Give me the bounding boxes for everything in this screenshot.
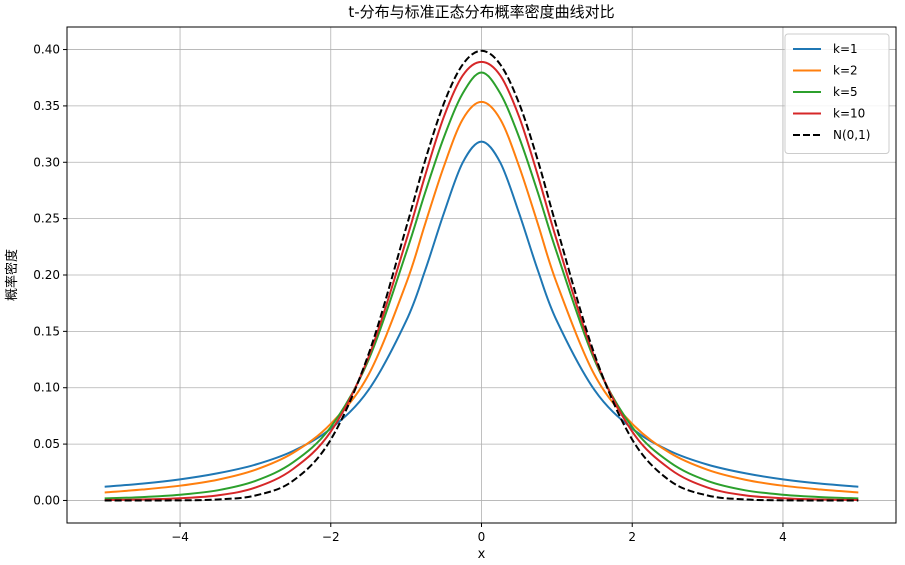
series-line-k-1 bbox=[104, 140, 859, 488]
grid bbox=[67, 27, 896, 523]
x-tick-label: 2 bbox=[628, 530, 636, 544]
y-tick-label: 0.30 bbox=[33, 155, 60, 169]
y-tick-label: 0.05 bbox=[33, 437, 60, 451]
y-tick-label: 0.00 bbox=[33, 493, 60, 507]
x-tick-label: 0 bbox=[478, 530, 486, 544]
series-line-k-2 bbox=[104, 100, 859, 494]
y-tick-label: 0.40 bbox=[33, 43, 60, 57]
legend: k=1 k=2 k=5 k=10 N(0,1) bbox=[784, 33, 890, 154]
x-tick-label: 4 bbox=[779, 530, 787, 544]
x-axis-label: x bbox=[478, 547, 486, 562]
chart-title: t-分布与标准正态分布概率密度曲线对比 bbox=[348, 3, 614, 21]
y-tick-label: 0.15 bbox=[33, 324, 60, 338]
series-line-k-10 bbox=[104, 60, 859, 501]
legend-box bbox=[784, 33, 890, 154]
series-line-n-0-1 bbox=[104, 49, 859, 502]
y-tick-label: 0.25 bbox=[33, 212, 60, 226]
x-axis: −4 −2 0 2 4 bbox=[171, 523, 787, 544]
y-tick-label: 0.35 bbox=[33, 99, 60, 113]
legend-label: k=2 bbox=[833, 64, 858, 78]
legend-label: k=5 bbox=[833, 85, 858, 99]
y-axis: 0.00 0.05 0.10 0.15 0.20 0.25 0.30 0.35 0.40 bbox=[33, 43, 67, 507]
y-tick-label: 0.10 bbox=[33, 381, 60, 395]
legend-label: k=10 bbox=[833, 107, 865, 121]
y-tick-label: 0.20 bbox=[33, 268, 60, 282]
legend-label: k=1 bbox=[833, 42, 858, 56]
x-tick-label: −4 bbox=[171, 530, 189, 544]
series-line-k-5 bbox=[104, 71, 859, 500]
series-layer bbox=[104, 49, 859, 502]
y-axis-label: 概率密度 bbox=[4, 249, 20, 301]
x-tick-label: −2 bbox=[322, 530, 340, 544]
legend-label: N(0,1) bbox=[833, 128, 870, 142]
